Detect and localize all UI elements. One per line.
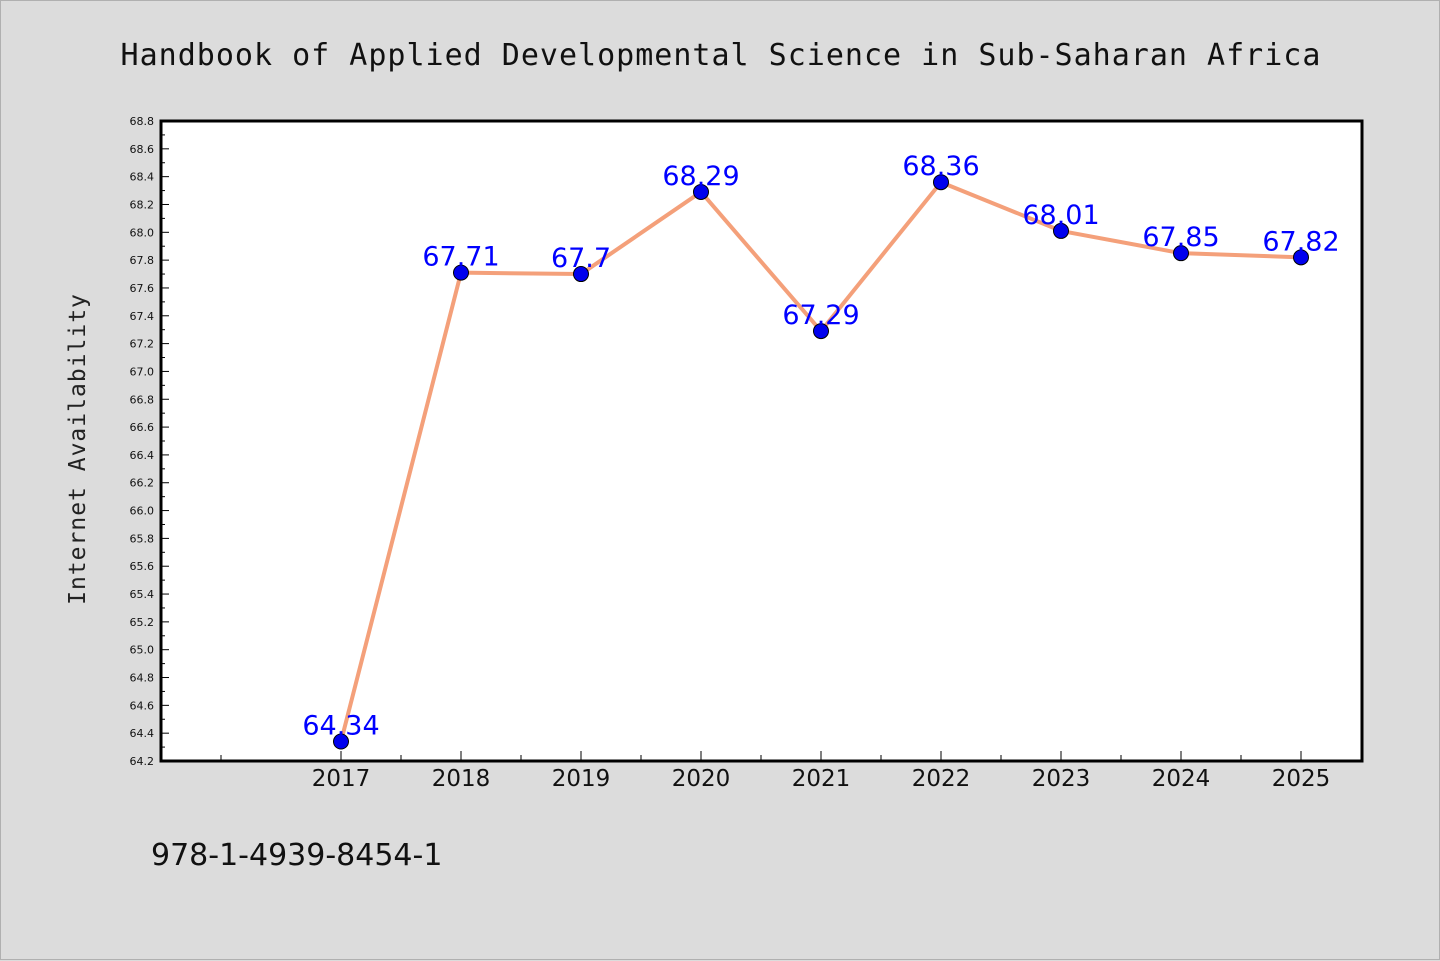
data-point (813, 323, 829, 340)
x-tick-label: 2021 (792, 766, 851, 792)
chart-title: Handbook of Applied Developmental Scienc… (121, 38, 1322, 73)
isbn-footer: 978-1-4939-8454-1 (151, 838, 442, 873)
data-point (453, 264, 469, 281)
x-axis-ticks: 2017 2018 2019 2020 2021 2022 2023 2024 2025 (220, 751, 1331, 792)
x-tick-label: 2024 (1152, 766, 1211, 792)
y-tick-label: 68.6 (130, 143, 155, 156)
y-tick-label: 66.2 (130, 477, 155, 490)
y-tick-label: 67.6 (130, 282, 155, 295)
y-tick-label: 64.4 (130, 727, 155, 740)
x-tick-label: 2018 (432, 766, 491, 792)
data-label: 67.71 (422, 242, 499, 273)
y-tick-label: 66.4 (130, 449, 155, 462)
y-tick-label: 66.0 (130, 505, 155, 518)
data-point (573, 266, 589, 283)
y-tick-label: 67.2 (130, 338, 155, 351)
data-point (1293, 249, 1309, 266)
y-tick-label: 64.6 (130, 699, 155, 712)
y-tick-label: 67.0 (130, 365, 155, 378)
y-tick-label: 66.6 (130, 421, 155, 434)
data-point (1053, 222, 1069, 239)
data-label: 67.7 (551, 243, 611, 274)
plot-area (159, 119, 1364, 763)
data-label: 68.36 (902, 151, 979, 182)
y-axis-label: Internet Availability (65, 293, 91, 605)
y-tick-label: 68.2 (130, 198, 155, 211)
y-tick-label: 67.8 (130, 254, 155, 267)
y-axis-ticks: 64.2 64.4 64.6 64.8 65.0 65.2 65.4 65.6 65.8 66.0… (130, 115, 169, 768)
x-tick-label: 2019 (552, 766, 611, 792)
data-label: 64.34 (302, 711, 379, 742)
data-label: 67.85 (1142, 222, 1219, 253)
x-tick-label: 2025 (1272, 766, 1331, 792)
x-tick-label: 2020 (672, 766, 731, 792)
x-tick-label: 2023 (1032, 766, 1091, 792)
y-tick-label: 65.6 (130, 560, 155, 573)
y-tick-label: 67.4 (130, 310, 155, 323)
y-tick-label: 68.0 (130, 226, 155, 239)
x-tick-label: 2022 (912, 766, 971, 792)
data-point (1173, 245, 1189, 262)
y-tick-label: 66.8 (130, 393, 155, 406)
y-tick-label: 65.4 (130, 588, 155, 601)
data-label: 68.01 (1022, 200, 1099, 231)
data-point (333, 733, 349, 750)
y-tick-label: 65.2 (130, 616, 155, 629)
y-tick-label: 64.2 (130, 755, 155, 768)
y-tick-label: 68.8 (130, 115, 155, 128)
series-group: 64.34 67.71 67.7 68.29 67.29 68.36 68.01 67.85 6… (302, 151, 1340, 750)
y-tick-label: 65.8 (130, 532, 155, 545)
x-tick-label: 2017 (312, 766, 371, 792)
y-tick-label: 64.8 (130, 672, 155, 685)
data-label: 68.29 (662, 161, 739, 192)
y-tick-label: 65.0 (130, 644, 155, 657)
data-label: 67.82 (1262, 226, 1339, 257)
data-label: 67.29 (782, 300, 859, 331)
data-point (693, 183, 709, 200)
y-tick-label: 68.4 (130, 171, 155, 184)
data-point (933, 174, 949, 191)
